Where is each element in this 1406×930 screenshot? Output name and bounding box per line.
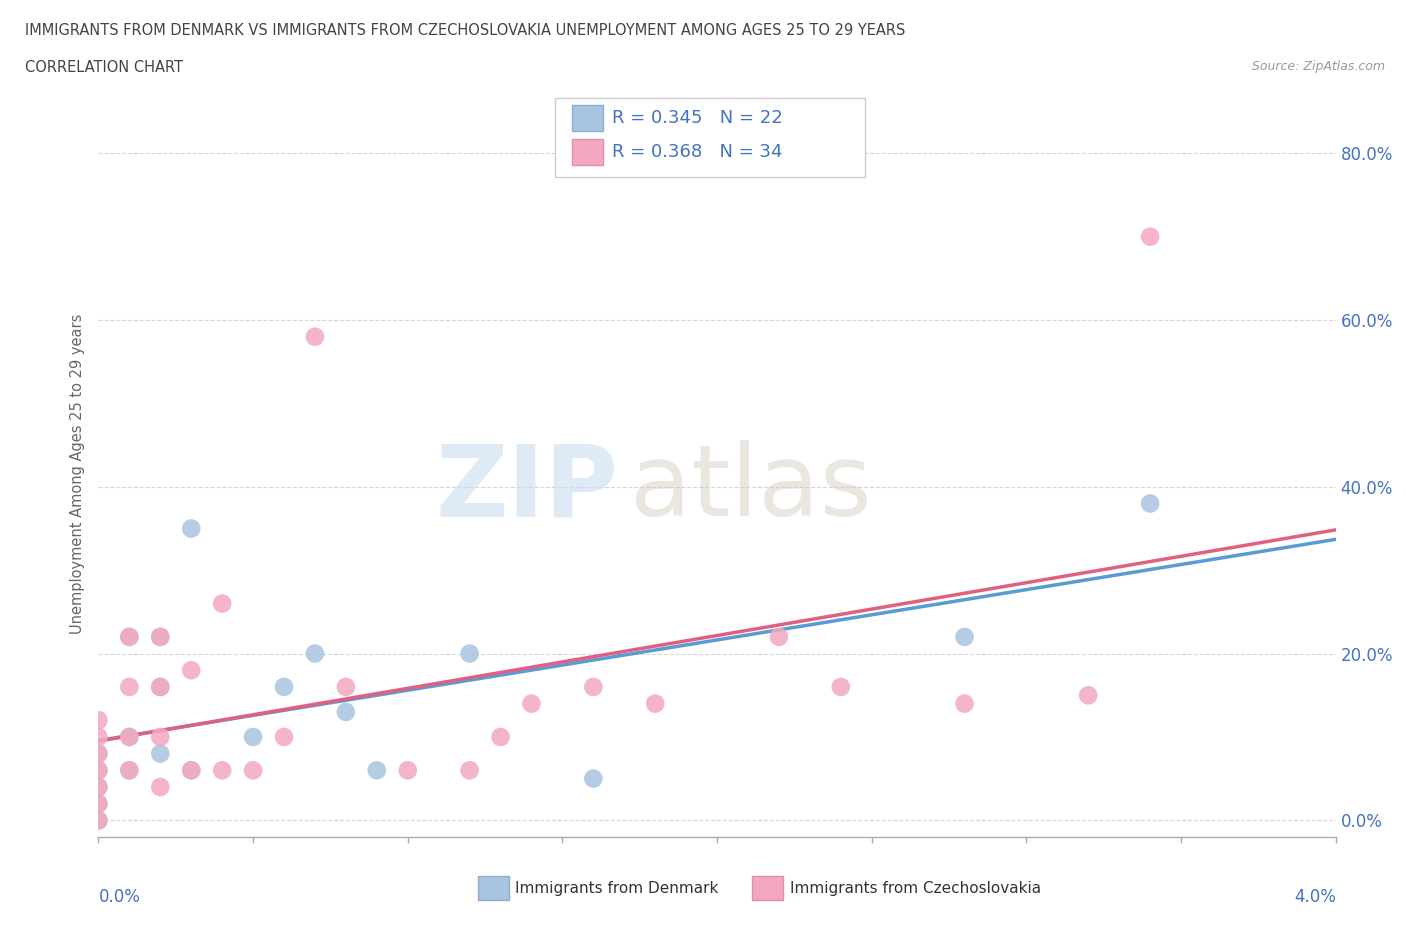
Text: 4.0%: 4.0% (1294, 888, 1336, 906)
Point (520, 697, 543, 711)
Point (149, 680, 172, 695)
Text: Source: ZipAtlas.com: Source: ZipAtlas.com (1251, 60, 1385, 73)
Point (582, 771, 605, 786)
Point (304, 646, 326, 661)
Point (149, 680, 172, 695)
Text: R = 0.368   N = 34: R = 0.368 N = 34 (612, 142, 782, 161)
Point (118, 729, 141, 744)
Point (489, 729, 512, 744)
Point (180, 763, 202, 777)
Point (118, 763, 141, 777)
Point (87, 779, 110, 794)
Point (582, 680, 605, 695)
Point (118, 680, 141, 695)
Point (644, 697, 666, 711)
Point (87, 813, 110, 828)
Point (242, 729, 264, 744)
Text: Immigrants from Czechoslovakia: Immigrants from Czechoslovakia (790, 881, 1042, 896)
Point (458, 646, 481, 661)
Point (87, 763, 110, 777)
Point (335, 680, 357, 695)
Point (87, 796, 110, 811)
Point (180, 663, 202, 678)
Point (118, 630, 141, 644)
Point (149, 729, 172, 744)
Point (1139, 496, 1161, 511)
Point (87, 763, 110, 777)
Point (87, 712, 110, 727)
Text: ZIP: ZIP (436, 440, 619, 538)
Text: 0.0%: 0.0% (98, 888, 141, 906)
Point (242, 763, 264, 777)
Text: R = 0.345   N = 22: R = 0.345 N = 22 (612, 109, 782, 127)
Point (1077, 688, 1099, 703)
Point (211, 596, 233, 611)
Text: Immigrants from Denmark: Immigrants from Denmark (515, 881, 718, 896)
Point (149, 630, 172, 644)
Text: CORRELATION CHART: CORRELATION CHART (25, 60, 183, 75)
Point (768, 630, 790, 644)
Point (953, 697, 976, 711)
Point (118, 729, 141, 744)
Point (149, 779, 172, 794)
Point (396, 763, 419, 777)
Point (458, 763, 481, 777)
Text: IMMIGRANTS FROM DENMARK VS IMMIGRANTS FROM CZECHOSLOVAKIA UNEMPLOYMENT AMONG AGE: IMMIGRANTS FROM DENMARK VS IMMIGRANTS FR… (25, 23, 905, 38)
Point (118, 763, 141, 777)
Point (211, 763, 233, 777)
Point (149, 630, 172, 644)
Point (87, 729, 110, 744)
Point (87, 746, 110, 761)
Point (87, 746, 110, 761)
Point (180, 763, 202, 777)
Y-axis label: Unemployment Among Ages 25 to 29 years: Unemployment Among Ages 25 to 29 years (70, 314, 86, 634)
Point (87, 813, 110, 828)
Point (304, 329, 326, 344)
Point (1139, 229, 1161, 244)
Point (366, 763, 388, 777)
Point (273, 729, 295, 744)
Point (953, 630, 976, 644)
Point (87, 779, 110, 794)
Point (149, 746, 172, 761)
Point (180, 521, 202, 536)
Point (830, 680, 852, 695)
Text: atlas: atlas (630, 440, 872, 538)
Point (335, 705, 357, 720)
Point (118, 630, 141, 644)
Point (273, 680, 295, 695)
Point (87, 796, 110, 811)
